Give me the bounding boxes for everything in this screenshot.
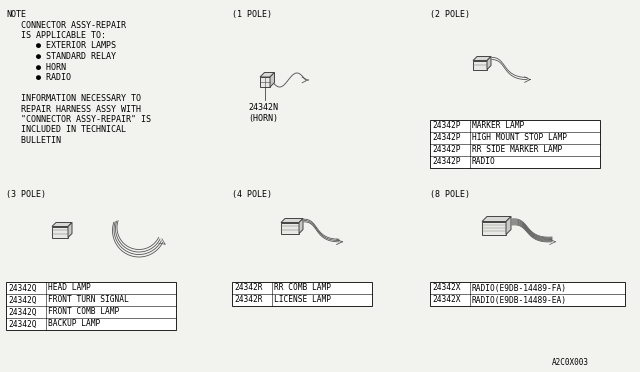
Text: 24342Q: 24342Q [8,283,36,292]
Bar [6,282,176,330]
Bar [430,282,625,306]
Text: 24342Q: 24342Q [8,295,36,305]
Text: HEAD LAMP: HEAD LAMP [48,283,91,292]
Text: INCLUDED IN TECHNICAL: INCLUDED IN TECHNICAL [6,125,126,135]
Text: RADIO: RADIO [472,157,496,167]
Text: INFORMATION NECESSARY TO: INFORMATION NECESSARY TO [6,94,141,103]
Text: RADIO(E9DB-14489-EA): RADIO(E9DB-14489-EA) [472,295,567,305]
Bar [260,77,270,87]
Bar [482,221,506,234]
Bar [430,120,600,168]
Text: 24342Q: 24342Q [8,308,36,317]
Polygon shape [487,57,491,70]
Text: BULLETIN: BULLETIN [6,136,61,145]
Text: (HORN): (HORN) [248,114,278,123]
Text: IS APPLICABLE TO:: IS APPLICABLE TO: [6,31,106,40]
Polygon shape [260,73,275,77]
Polygon shape [473,57,491,61]
Text: (1 POLE): (1 POLE) [232,10,272,19]
Text: 24342P: 24342P [432,157,461,167]
Polygon shape [299,218,303,234]
Polygon shape [482,217,511,221]
Bar [232,282,372,306]
Text: FRONT COMB LAMP: FRONT COMB LAMP [48,308,119,317]
Text: BACKUP LAMP: BACKUP LAMP [48,320,100,328]
Text: (2 POLE): (2 POLE) [430,10,470,19]
Text: 24342N: 24342N [248,103,278,112]
Text: NOTE: NOTE [6,10,26,19]
Text: 24342P: 24342P [432,134,461,142]
Text: (8 POLE): (8 POLE) [430,190,470,199]
Polygon shape [68,222,72,237]
Polygon shape [281,218,303,222]
Text: RADIO(E9DB-14489-FA): RADIO(E9DB-14489-FA) [472,283,567,292]
Text: RR SIDE MARKER LAMP: RR SIDE MARKER LAMP [472,145,563,154]
Text: 24342P: 24342P [432,145,461,154]
Text: REPAIR HARNESS ASSY WITH: REPAIR HARNESS ASSY WITH [6,105,141,113]
Text: ● STANDARD RELAY: ● STANDARD RELAY [6,52,116,61]
Polygon shape [52,222,72,227]
Text: HIGH MOUNT STOP LAMP: HIGH MOUNT STOP LAMP [472,134,567,142]
Text: 24342Q: 24342Q [8,320,36,328]
Bar [52,227,68,237]
Text: RR COMB LAMP: RR COMB LAMP [274,283,331,292]
Text: CONNECTOR ASSY-REPAIR: CONNECTOR ASSY-REPAIR [6,20,126,29]
Text: LICENSE LAMP: LICENSE LAMP [274,295,331,305]
Text: ● HORN: ● HORN [6,62,66,71]
Text: 24342R: 24342R [234,295,262,305]
Text: (3 POLE): (3 POLE) [6,190,46,199]
Text: "CONNECTOR ASSY-REPAIR" IS: "CONNECTOR ASSY-REPAIR" IS [6,115,151,124]
Bar [281,222,299,234]
Bar [473,61,487,70]
Text: 24342P: 24342P [432,122,461,131]
Text: (4 POLE): (4 POLE) [232,190,272,199]
Text: A2C0X003: A2C0X003 [552,358,589,367]
Text: ● RADIO: ● RADIO [6,73,71,82]
Text: MARKER LAMP: MARKER LAMP [472,122,524,131]
Polygon shape [270,73,275,87]
Polygon shape [506,217,511,234]
Text: 24342X: 24342X [432,295,461,305]
Text: 24342X: 24342X [432,283,461,292]
Text: ● EXTERIOR LAMPS: ● EXTERIOR LAMPS [6,42,116,51]
Text: 24342R: 24342R [234,283,262,292]
Text: FRONT TURN SIGNAL: FRONT TURN SIGNAL [48,295,129,305]
